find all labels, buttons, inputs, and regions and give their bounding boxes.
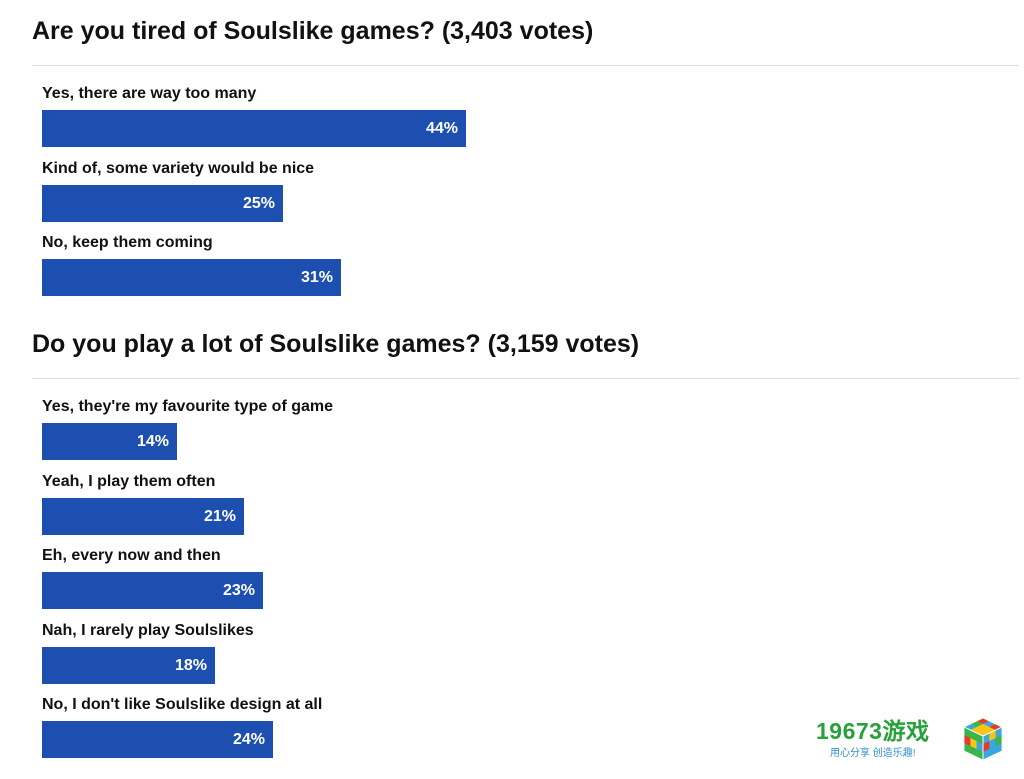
option-bar: 14% xyxy=(42,423,177,460)
option-percentage: 24% xyxy=(232,731,265,748)
option-label: No, I don't like Soulslike design at all xyxy=(42,696,323,713)
option-bar: 18% xyxy=(42,647,215,684)
poll-option: Eh, every now and then 23% xyxy=(42,546,1002,610)
option-label: Yeah, I play them often xyxy=(42,473,216,490)
poll-title: Are you tired of Soulslike games? (3,403… xyxy=(32,17,594,45)
option-bar: 23% xyxy=(42,572,263,609)
option-label: No, keep them coming xyxy=(42,234,213,251)
option-bar: 21% xyxy=(42,498,244,535)
poll-option: Nah, I rarely play Soulslikes 18% xyxy=(42,621,1002,685)
option-bar: 44% xyxy=(42,110,466,147)
poll-divider xyxy=(32,378,1019,379)
option-percentage: 23% xyxy=(222,582,255,599)
option-label: Yes, they're my favourite type of game xyxy=(42,398,334,415)
poll-option: Kind of, some variety would be nice 25% xyxy=(42,159,1002,223)
watermark-brand: 19673游戏 xyxy=(816,718,930,744)
option-label: Nah, I rarely play Soulslikes xyxy=(42,622,254,639)
poll-option: Yes, there are way too many 44% xyxy=(42,84,1002,148)
option-label: Kind of, some variety would be nice xyxy=(42,160,315,177)
option-bar: 25% xyxy=(42,185,283,222)
option-bar: 24% xyxy=(42,721,273,758)
poll-option: Yeah, I play them often 21% xyxy=(42,472,1002,536)
option-bar: 31% xyxy=(42,259,341,296)
option-percentage: 44% xyxy=(425,120,458,137)
watermark-slogan: 用心分享 创造乐趣! xyxy=(830,748,916,759)
option-percentage: 18% xyxy=(174,657,207,674)
poll-option: Yes, they're my favourite type of game 14… xyxy=(42,397,1002,461)
option-percentage: 31% xyxy=(300,269,333,286)
option-percentage: 14% xyxy=(136,433,169,450)
site-watermark: 19673游戏 用心分享 创造乐趣! xyxy=(816,712,1008,768)
option-label: Yes, there are way too many xyxy=(42,85,257,102)
poll-option: No, keep them coming 31% xyxy=(42,233,1002,297)
poll-title: Do you play a lot of Soulslike games? (3… xyxy=(32,330,640,358)
option-label: Eh, every now and then xyxy=(42,547,221,564)
option-percentage: 25% xyxy=(242,195,275,212)
option-percentage: 21% xyxy=(203,508,236,525)
poll-divider xyxy=(32,65,1019,66)
rubik-cube-logo-icon xyxy=(963,717,1003,761)
poll-option: No, I don't like Soulslike design at all… xyxy=(42,695,1002,759)
